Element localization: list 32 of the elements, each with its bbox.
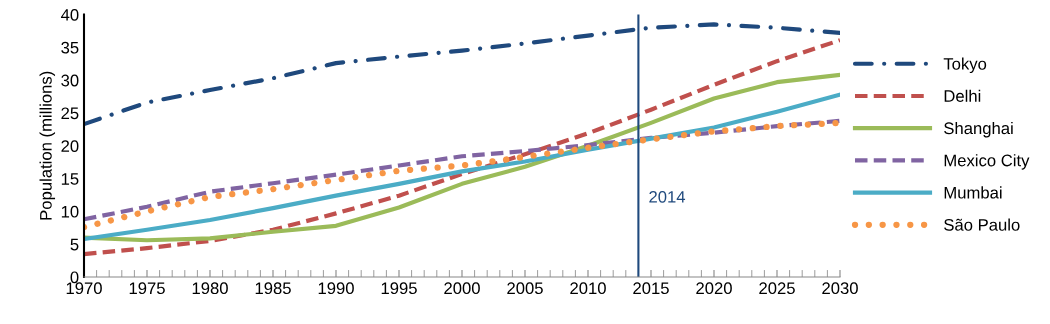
line-series bbox=[84, 22, 840, 127]
y-tick-label: 25 bbox=[61, 107, 79, 120]
x-tick-label: 1975 bbox=[129, 282, 165, 295]
y-tick-label: 5 bbox=[70, 238, 79, 251]
ref-line-label: 2014 bbox=[649, 190, 686, 203]
line-series bbox=[84, 38, 840, 257]
legend-label: Tokyo bbox=[943, 57, 987, 74]
x-tick-label: 2015 bbox=[633, 282, 669, 295]
y-tick-label: 10 bbox=[61, 205, 79, 218]
y-tick-label: 40 bbox=[60, 8, 79, 21]
y-tick-label: 35 bbox=[61, 41, 79, 54]
y-tick-label: 15 bbox=[61, 173, 79, 185]
y-tick-label: 30 bbox=[61, 74, 79, 87]
legend-label: Delhi bbox=[944, 89, 981, 102]
x-tick-label: 1985 bbox=[255, 282, 291, 295]
x-tick-label: 2030 bbox=[822, 282, 858, 295]
legend-label: Shanghai bbox=[944, 121, 1013, 138]
x-tick-label: 1995 bbox=[381, 282, 417, 295]
y-tick-label: 20 bbox=[61, 140, 79, 152]
legend-label: Mexico City bbox=[944, 154, 1030, 170]
legend-label: São Paulo bbox=[944, 218, 1020, 231]
x-tick-label: 1970 bbox=[66, 282, 102, 295]
y-axis-title: Population (millions) bbox=[39, 71, 56, 220]
x-tick-label: 1990 bbox=[318, 282, 354, 295]
y-tick-label: 0 bbox=[70, 271, 79, 284]
x-tick-label: 2010 bbox=[570, 282, 606, 295]
x-tick-label: 2000 bbox=[444, 282, 480, 295]
x-tick-label: 2025 bbox=[759, 282, 795, 295]
x-tick-label: 2020 bbox=[696, 282, 732, 295]
x-tick-label: 2005 bbox=[507, 282, 543, 295]
legend-label: Mumbai bbox=[944, 186, 1002, 199]
x-tick-label: 1980 bbox=[192, 282, 228, 295]
